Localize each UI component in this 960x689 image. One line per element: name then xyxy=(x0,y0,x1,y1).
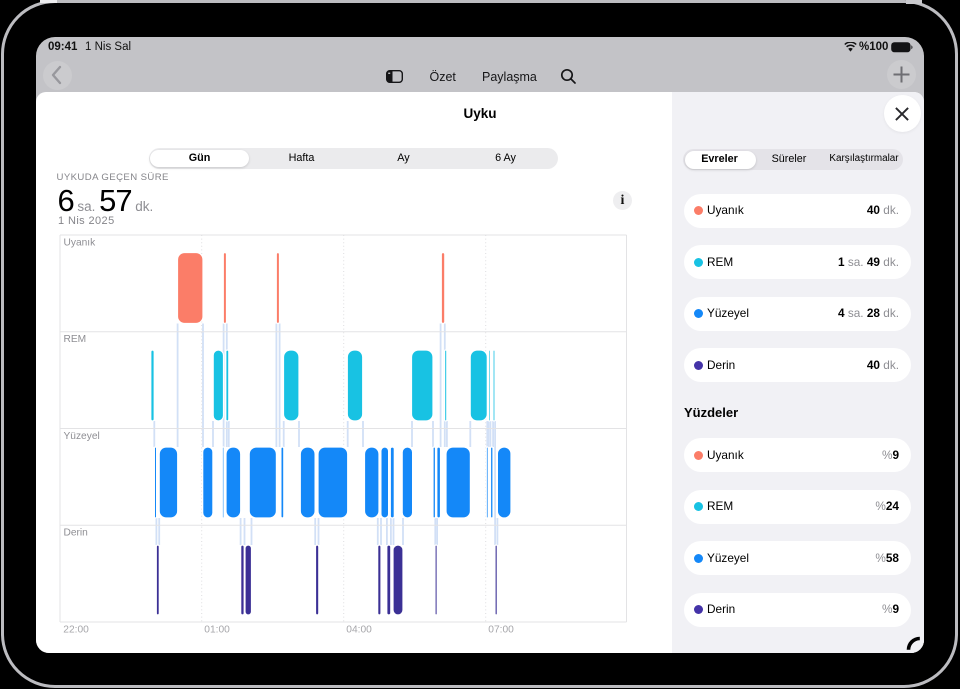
svg-text:04:00: 04:00 xyxy=(346,624,372,635)
svg-text:07:00: 07:00 xyxy=(488,624,514,635)
svg-text:Yüzeyel: Yüzeyel xyxy=(64,431,100,442)
svg-text:Uyanık: Uyanık xyxy=(64,237,97,248)
svg-text:Derin: Derin xyxy=(64,528,88,539)
svg-text:REM: REM xyxy=(64,334,87,345)
svg-text:01:00: 01:00 xyxy=(204,624,230,635)
svg-text:22:00: 22:00 xyxy=(63,624,89,635)
